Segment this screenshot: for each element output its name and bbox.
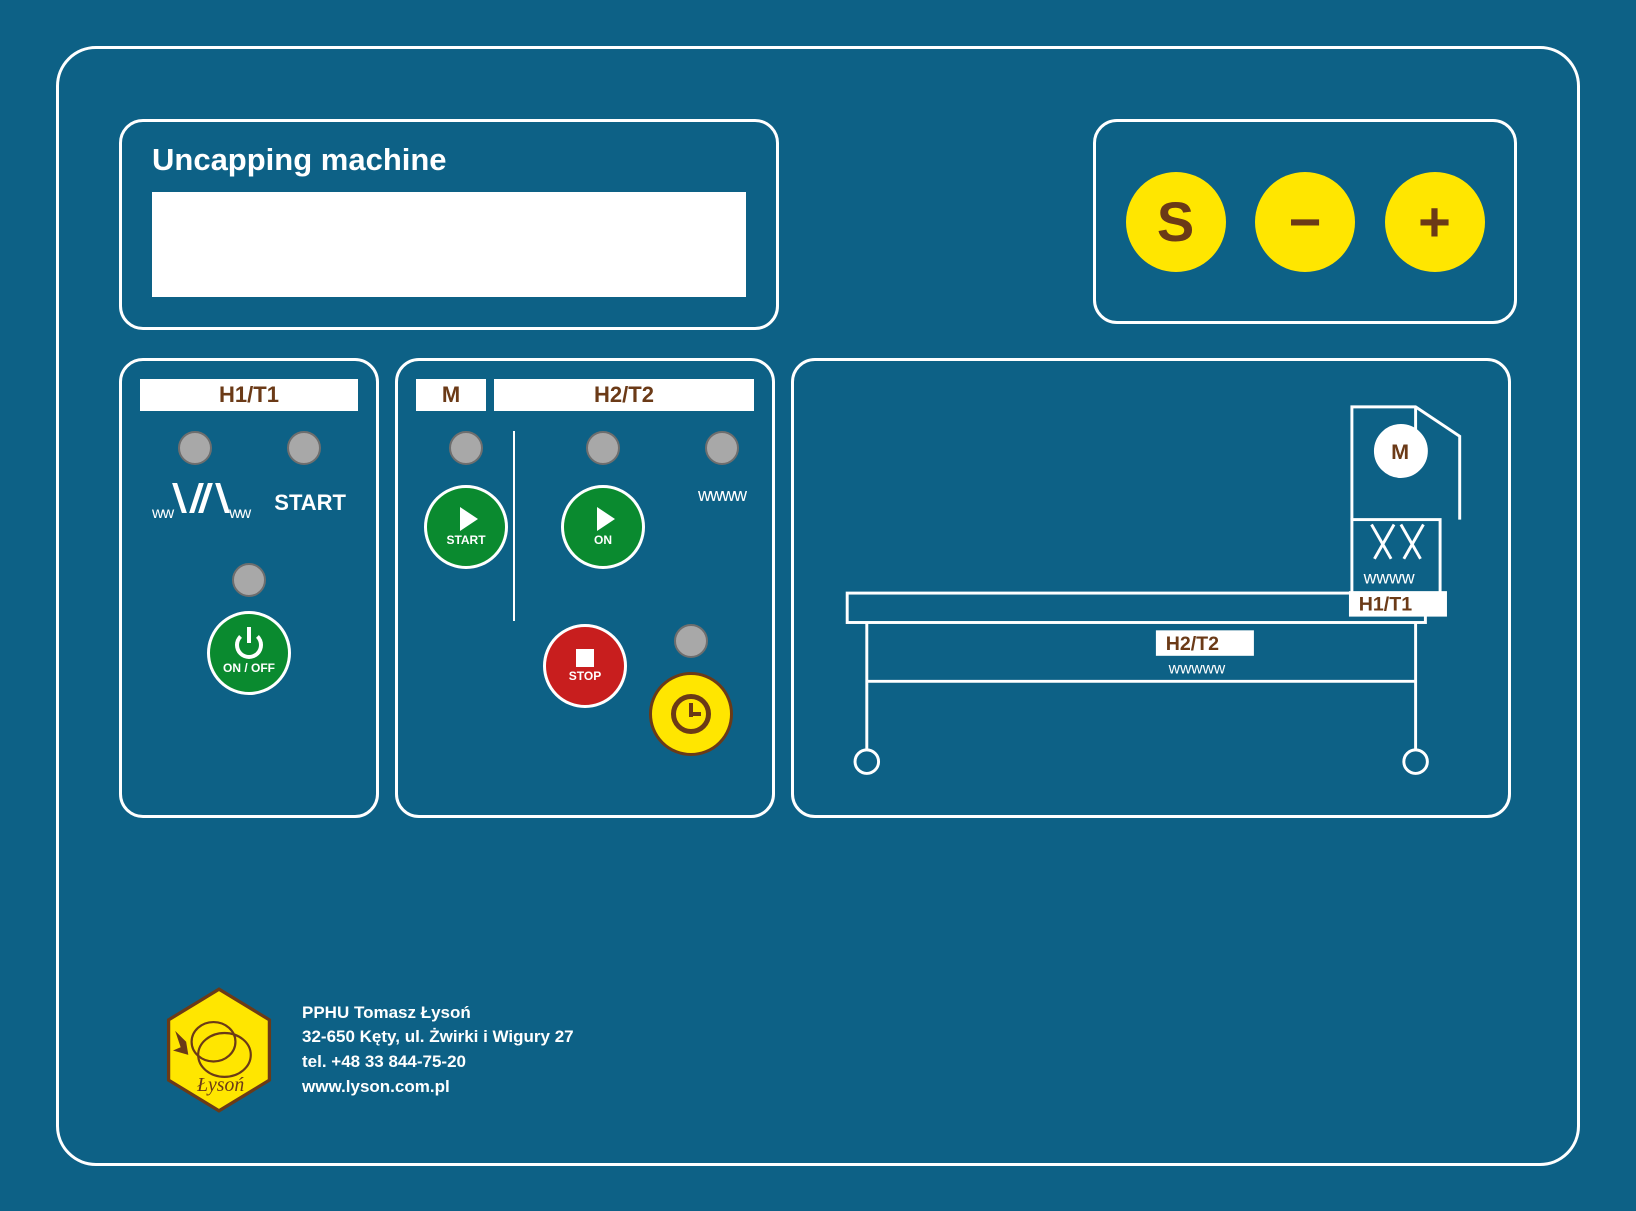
machine-diagram: wwww M H1/T1 H2/T2 wwwww <box>791 358 1511 818</box>
s-button[interactable]: S <box>1126 172 1226 272</box>
h2-led-1 <box>586 431 620 465</box>
h2-zone-label: H2/T2 <box>494 379 754 411</box>
power-icon <box>235 631 263 659</box>
heater-coil-icon: wwww <box>698 485 746 506</box>
h2-on-button[interactable]: ON <box>561 485 645 569</box>
h2-led-2 <box>705 431 739 465</box>
panel-frame: Uncapping machine S − + H1/T1 ww <box>56 46 1580 1166</box>
control-panel: Uncapping machine S − + H1/T1 ww <box>0 0 1636 1211</box>
diagram-m-label: M <box>1391 439 1409 464</box>
logo-hexagon: Łysoń <box>164 987 274 1113</box>
m-led <box>449 431 483 465</box>
h1-led-2 <box>287 431 321 465</box>
display-box: Uncapping machine <box>119 119 779 330</box>
play-icon <box>460 507 478 531</box>
stop-icon <box>576 649 594 667</box>
onoff-button[interactable]: ON / OFF <box>207 611 291 695</box>
play-icon <box>597 507 615 531</box>
h1-led-1 <box>178 431 212 465</box>
h1-zone-label: H1/T1 <box>140 379 358 411</box>
contact-line-1: PPHU Tomasz Łysoń <box>302 1001 574 1026</box>
lcd-screen <box>152 192 746 297</box>
contact-line-2: 32-650 Kęty, ul. Żwirki i Wigury 27 <box>302 1025 574 1050</box>
knives-icon: ww ww <box>152 483 250 523</box>
stop-button[interactable]: STOP <box>543 624 627 708</box>
m-h2-zone: M H2/T2 START <box>395 358 775 818</box>
m-start-button[interactable]: START <box>424 485 508 569</box>
contact-line-3: tel. +48 33 844-75-20 <box>302 1050 574 1075</box>
m-zone-label: M <box>416 379 486 411</box>
svg-text:wwwww: wwwww <box>1168 660 1226 677</box>
diagram-h1-label: H1/T1 <box>1359 594 1412 616</box>
machine-diagram-svg: wwww M H1/T1 H2/T2 wwwww <box>808 375 1494 801</box>
plus-button[interactable]: + <box>1385 172 1485 272</box>
contact-info: PPHU Tomasz Łysoń 32-650 Kęty, ul. Żwirk… <box>302 1001 574 1100</box>
svg-text:wwww: wwww <box>1363 567 1415 587</box>
clock-icon <box>671 694 711 734</box>
start-label: START <box>274 490 346 516</box>
diagram-h2-label: H2/T2 <box>1166 633 1219 655</box>
timer-button[interactable] <box>649 672 733 756</box>
m-separator <box>513 431 515 621</box>
adjust-box: S − + <box>1093 119 1517 324</box>
footer: Łysoń PPHU Tomasz Łysoń 32-650 Kęty, ul.… <box>164 987 574 1113</box>
contact-line-4: www.lyson.com.pl <box>302 1075 574 1100</box>
svg-text:Łysoń: Łysoń <box>196 1074 244 1096</box>
h1-led-onoff <box>232 563 266 597</box>
h1-zone: H1/T1 ww ww START <box>119 358 379 818</box>
display-title: Uncapping machine <box>152 142 746 178</box>
minus-button[interactable]: − <box>1255 172 1355 272</box>
timer-led <box>674 624 708 658</box>
